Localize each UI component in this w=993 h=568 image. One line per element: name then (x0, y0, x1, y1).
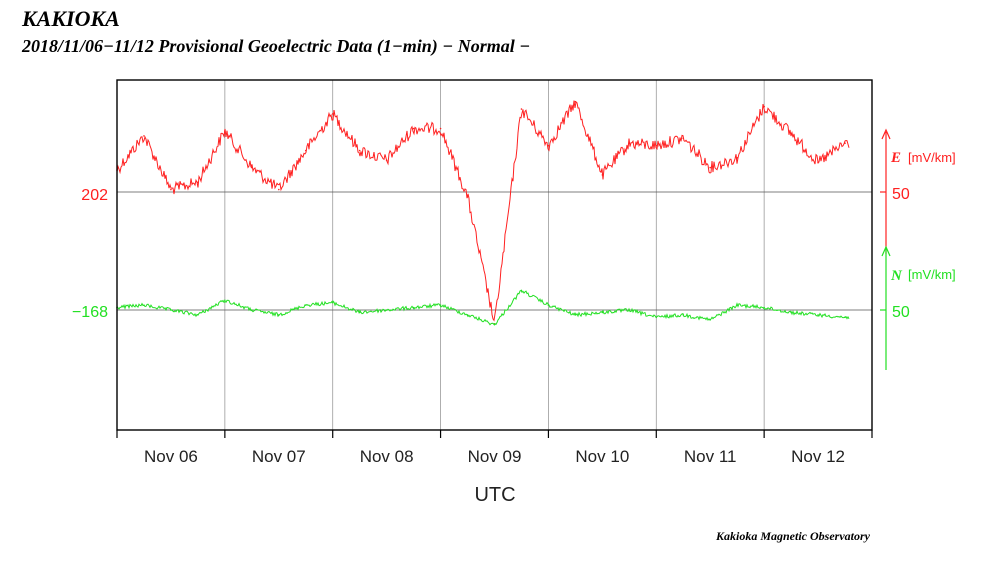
data-point-E (358, 149, 361, 152)
x-tick-label: Nov 10 (575, 447, 629, 466)
data-point-N (251, 309, 253, 311)
data-point-E (385, 159, 388, 162)
data-point-N (655, 316, 658, 319)
data-point-E (224, 130, 226, 132)
n-scale-label: 50 (892, 304, 910, 321)
data-point-E (628, 142, 631, 144)
e-scale-arrow-icon (881, 128, 891, 140)
data-point-N (736, 304, 738, 306)
data-point-N (385, 309, 388, 311)
data-point-E (251, 166, 253, 169)
x-axis-ticks (116, 430, 873, 438)
n-baseline-label: −168 (72, 304, 108, 321)
x-tick-label: Nov 12 (791, 447, 845, 466)
data-point-E (547, 144, 550, 147)
data-point-N (547, 304, 550, 306)
chart-subtitle: 2018/11/06−11/12 Provisional Geoelectric… (21, 36, 530, 57)
data-point-E (439, 127, 442, 130)
observatory-credit: Kakioka Magnetic Observatory (715, 529, 871, 543)
data-point-N (574, 314, 577, 316)
series-baselines (117, 191, 872, 311)
n-scale-arrow-icon (881, 245, 891, 257)
data-point-E (277, 188, 280, 191)
x-axis-title: UTC (474, 484, 515, 506)
data-point-N (197, 314, 199, 316)
plot-frame (116, 79, 873, 431)
data-point-E (170, 188, 172, 191)
x-tick-label: Nov 11 (684, 447, 737, 466)
x-tick-label: Nov 06 (144, 447, 198, 466)
data-point-N (790, 311, 792, 314)
e-scale-bar: E [mV/km] 50 (880, 128, 956, 254)
x-tick-label: Nov 09 (468, 447, 522, 466)
data-point-N (520, 289, 523, 292)
data-point-E (520, 108, 523, 110)
data-point-N (439, 304, 442, 306)
data-point-E (790, 132, 792, 135)
data-point-E (763, 105, 765, 108)
data-point-N (844, 316, 846, 319)
data-point-N (277, 314, 280, 316)
e-series-name: E (890, 150, 901, 166)
data-point-N (304, 304, 307, 306)
data-point-N (412, 306, 415, 309)
data-point-N (331, 301, 334, 304)
data-point-N (224, 299, 226, 302)
data-point-N (170, 309, 172, 311)
data-point-E (412, 127, 415, 130)
data-point-N (143, 304, 145, 306)
data-point-E (143, 135, 145, 137)
data-point-N (493, 323, 496, 326)
data-point-N (682, 314, 685, 316)
station-title: KAKIOKA (21, 6, 120, 31)
data-point-N (628, 309, 631, 311)
n-unit-label: [mV/km] (908, 267, 956, 282)
data-point-E (601, 174, 604, 176)
data-point-N (763, 306, 765, 309)
data-point-E (817, 161, 819, 164)
data-point-E (844, 142, 846, 144)
data-point-N (709, 318, 712, 321)
data-point-E (655, 144, 658, 147)
series-line-E (116, 100, 850, 322)
e-scale-label: 50 (892, 186, 910, 203)
n-scale-bar: N [mV/km] 50 (880, 245, 956, 370)
data-point-E (709, 166, 712, 169)
x-tick-labels: Nov 06 Nov 07 Nov 08 Nov 09 Nov 10 Nov 11 Nov … (144, 447, 845, 466)
data-point-E (466, 196, 469, 198)
e-unit-label: [mV/km] (908, 150, 956, 165)
n-series-name: N (890, 268, 903, 284)
data-point-N (466, 314, 469, 316)
data-point-N (817, 314, 819, 316)
data-point-E (736, 157, 738, 159)
x-tick-label: Nov 07 (252, 447, 306, 466)
data-point-E (574, 100, 577, 103)
data-point-N (358, 311, 361, 314)
day-gridlines (224, 80, 765, 430)
e-baseline-label: 202 (81, 187, 108, 204)
data-point-E (331, 113, 334, 115)
x-tick-label: Nov 08 (360, 447, 414, 466)
series-traces (116, 100, 850, 326)
data-point-E (304, 149, 307, 152)
data-point-E (682, 137, 685, 140)
data-point-N (601, 311, 604, 314)
series-line-N (116, 289, 850, 326)
data-point-E (197, 181, 199, 184)
